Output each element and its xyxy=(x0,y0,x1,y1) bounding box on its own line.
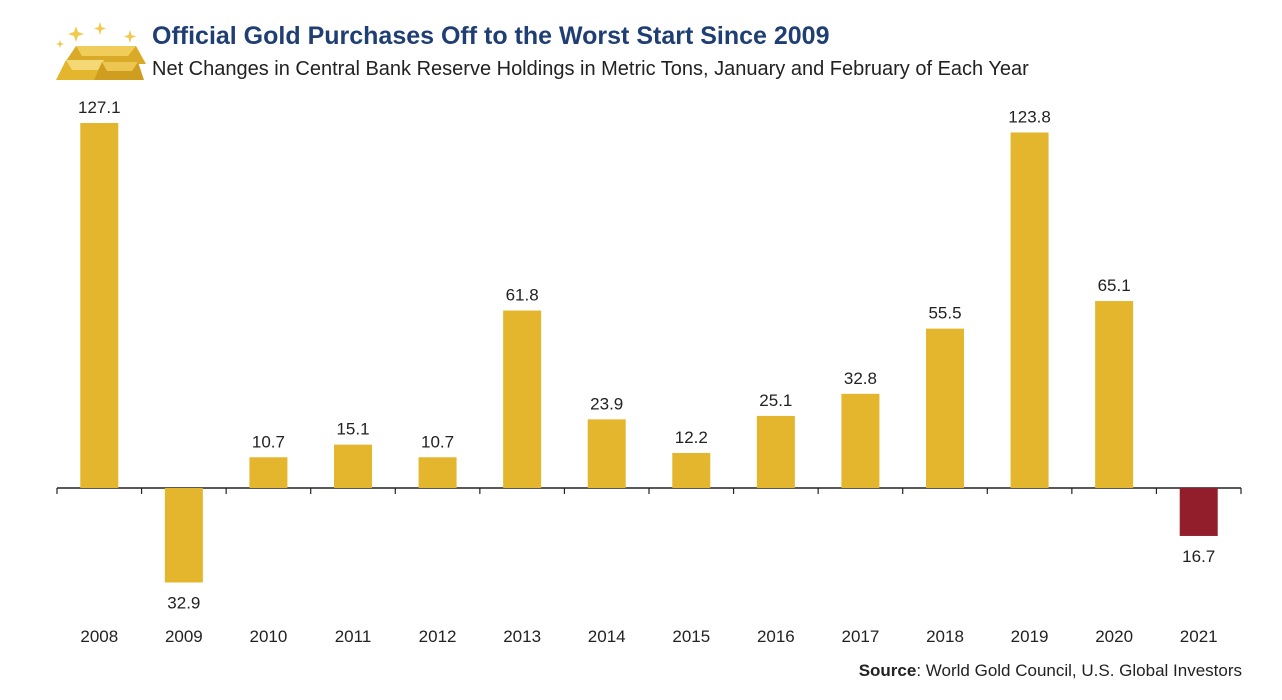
bar-2009 xyxy=(164,488,203,583)
value-label-2010: 10.7 xyxy=(252,432,285,451)
value-label-2013: 61.8 xyxy=(506,286,539,305)
value-label-2019: 123.8 xyxy=(1008,107,1051,126)
value-label-2018: 55.5 xyxy=(928,304,961,323)
gold-bars-icon xyxy=(56,22,146,80)
category-label-2017: 2017 xyxy=(842,627,880,646)
bar-2010 xyxy=(249,457,288,488)
category-label-2019: 2019 xyxy=(1011,627,1049,646)
value-label-2017: 32.8 xyxy=(844,369,877,388)
bar-2020 xyxy=(1095,301,1134,488)
bar-2017 xyxy=(841,393,880,488)
bar-2015 xyxy=(672,452,711,488)
category-label-2021: 2021 xyxy=(1180,627,1218,646)
category-label-2011: 2011 xyxy=(335,627,372,646)
bar-2014 xyxy=(587,419,626,488)
value-label-2016: 25.1 xyxy=(759,391,792,410)
category-label-2020: 2020 xyxy=(1095,627,1133,646)
category-label-2014: 2014 xyxy=(588,627,626,646)
bar-2012 xyxy=(418,457,457,488)
bar-2008 xyxy=(80,123,119,488)
source-note: Source: World Gold Council, U.S. Global … xyxy=(859,661,1242,681)
bar-2019 xyxy=(1010,132,1049,488)
value-label-2009: 32.9 xyxy=(167,593,200,612)
bar-2016 xyxy=(756,415,795,488)
category-label-2016: 2016 xyxy=(757,627,795,646)
bar-2021 xyxy=(1179,488,1218,536)
value-label-2014: 23.9 xyxy=(590,394,623,413)
chart-title: Official Gold Purchases Off to the Worst… xyxy=(152,22,830,50)
category-label-2013: 2013 xyxy=(503,627,541,646)
value-label-2015: 12.2 xyxy=(675,428,708,447)
source-label: Source xyxy=(858,661,917,680)
value-label-2008: 127.1 xyxy=(78,98,121,117)
category-label-2010: 2010 xyxy=(250,627,288,646)
chart-subtitle: Net Changes in Central Bank Reserve Hold… xyxy=(152,58,1029,80)
bar-2011 xyxy=(334,444,372,488)
category-label-2015: 2015 xyxy=(672,627,710,646)
value-label-2021: 16.7 xyxy=(1182,547,1215,566)
category-label-2009: 2009 xyxy=(165,627,203,646)
value-label-2020: 65.1 xyxy=(1098,276,1131,295)
category-label-2008: 2008 xyxy=(80,627,118,646)
category-label-2012: 2012 xyxy=(419,627,457,646)
value-label-2011: 15.1 xyxy=(336,420,369,439)
bar-2018 xyxy=(926,328,964,488)
value-label-2012: 10.7 xyxy=(421,432,454,451)
source-text: : World Gold Council, U.S. Global Invest… xyxy=(916,661,1242,680)
bar-2013 xyxy=(503,310,542,488)
category-label-2018: 2018 xyxy=(926,627,964,646)
